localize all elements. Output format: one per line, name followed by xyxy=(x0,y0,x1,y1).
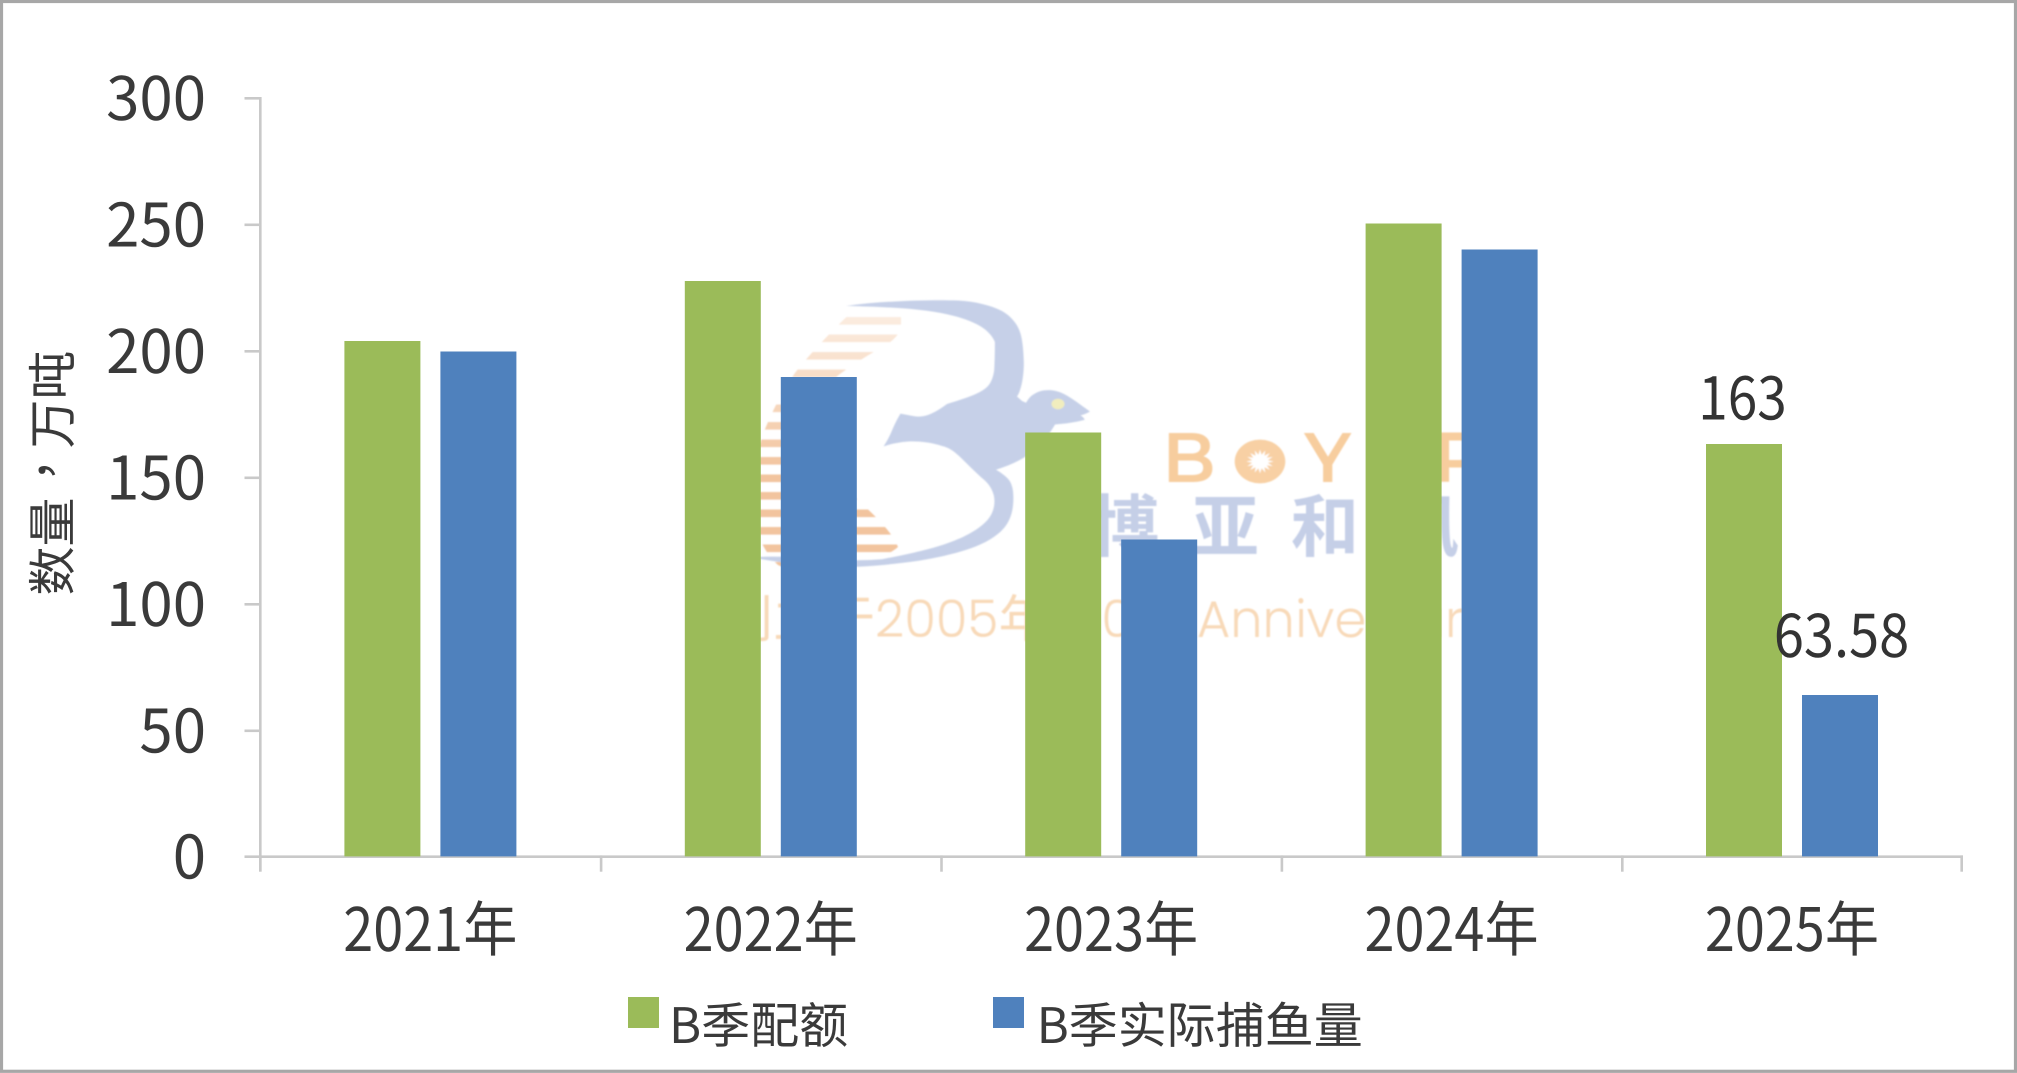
svg-text:Y: Y xyxy=(1304,414,1353,500)
svg-text:2024年: 2024年 xyxy=(1364,883,1538,969)
svg-text:2021年: 2021年 xyxy=(343,883,517,969)
svg-text:2022年: 2022年 xyxy=(684,883,858,969)
svg-text:，: ， xyxy=(0,433,65,482)
svg-text:2023年: 2023年 xyxy=(1024,883,1198,969)
svg-text:2025年: 2025年 xyxy=(1705,883,1879,969)
svg-text:B: B xyxy=(1162,414,1215,500)
svg-text:300: 300 xyxy=(106,51,206,138)
svg-text:数量 万吨: 数量 万吨 xyxy=(14,350,85,595)
svg-text:163: 163 xyxy=(1698,352,1786,437)
svg-text:63.58: 63.58 xyxy=(1774,589,1910,674)
svg-text:0: 0 xyxy=(173,810,206,897)
svg-text:50: 50 xyxy=(139,684,206,771)
svg-text:创立于2005年: 创立于2005年 xyxy=(722,583,1049,655)
svg-text:100: 100 xyxy=(106,557,206,644)
svg-text:200: 200 xyxy=(106,304,206,391)
svg-text:B季配额: B季配额 xyxy=(669,987,848,1058)
svg-text:B季实际捕鱼量: B季实际捕鱼量 xyxy=(1037,987,1363,1058)
svg-text:250: 250 xyxy=(106,178,206,265)
svg-text:150: 150 xyxy=(106,431,206,518)
